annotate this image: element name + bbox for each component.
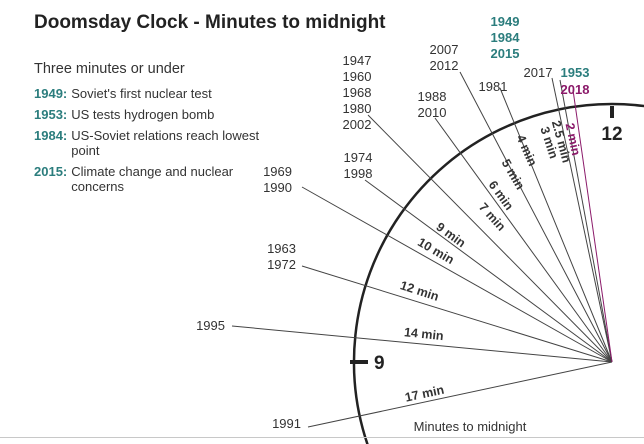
year-label: 1988 — [418, 89, 447, 104]
year-label: 2012 — [430, 58, 459, 73]
radial-line — [301, 265, 613, 363]
legend-year: 1949: — [34, 86, 68, 101]
year-label: 1963 — [267, 241, 296, 256]
year-label: 1947 — [343, 53, 372, 68]
legend-text: Climate change and nuclear concerns — [71, 164, 234, 194]
year-label: 1995 — [196, 318, 225, 333]
radial-line — [551, 77, 613, 363]
year-label: 1960 — [343, 69, 372, 84]
radial-line — [559, 79, 613, 363]
year-label: 2017 — [524, 65, 553, 80]
year-label: 1953 — [561, 65, 590, 80]
clock-label-12: 12 — [601, 124, 622, 145]
legend-year: 1953: — [34, 107, 68, 122]
radial-line — [459, 71, 613, 363]
year-label: 2007 — [430, 42, 459, 57]
year-label: 1968 — [343, 85, 372, 100]
radial-line — [572, 89, 613, 363]
year-label: 1972 — [267, 257, 296, 272]
year-label: 1980 — [343, 101, 372, 116]
minute-label: 14 min — [403, 325, 444, 343]
minute-label: 2 min — [563, 122, 583, 157]
radial-line — [434, 117, 613, 363]
axis-caption: Minutes to midnight — [414, 419, 527, 434]
legend-text: Soviet's first nuclear test — [71, 86, 212, 101]
year-label: 1974 — [344, 150, 373, 165]
radial-line — [231, 325, 613, 363]
radial-line — [367, 114, 613, 363]
bottom-divider — [0, 437, 644, 438]
year-label: 1949 — [491, 14, 520, 29]
clock-label-9: 9 — [374, 353, 385, 374]
clock-face-arc — [352, 102, 644, 444]
year-label: 1984 — [491, 30, 521, 45]
year-label: 1990 — [263, 180, 292, 195]
year-label: 1969 — [263, 164, 292, 179]
minute-label: 17 min — [404, 383, 446, 405]
legend-heading: Three minutes or under — [34, 61, 185, 77]
year-label: 2010 — [418, 105, 447, 120]
year-label: 2018 — [561, 82, 590, 97]
legend-item: 2015: Climate change and nuclear concern… — [34, 164, 269, 194]
legend-text: US tests hydrogen bomb — [71, 107, 215, 122]
legend: Three minutes or under 1949: Soviet's fi… — [34, 62, 269, 200]
year-label: 1991 — [272, 416, 301, 431]
radial-line — [364, 179, 613, 363]
legend-text: US-Soviet relations reach lowest point — [71, 128, 260, 158]
minute-label: 4 min — [514, 133, 540, 169]
minute-label: 12 min — [399, 278, 441, 304]
year-label: 1981 — [479, 79, 508, 94]
year-label: 2015 — [491, 46, 520, 61]
radial-line — [499, 87, 613, 363]
legend-item: 1984: US-Soviet relations reach lowest p… — [34, 128, 269, 158]
legend-item: 1953: US tests hydrogen bomb — [34, 107, 269, 122]
legend-year: 1984: — [34, 128, 68, 143]
chart-title: Doomsday Clock - Minutes to midnight — [34, 12, 386, 33]
legend-year: 2015: — [34, 164, 68, 179]
radial-line — [301, 186, 613, 363]
radial-line — [307, 361, 613, 428]
legend-item: 1949: Soviet's first nuclear test — [34, 86, 269, 101]
year-label: 2002 — [343, 117, 372, 132]
year-label: 1998 — [344, 166, 373, 181]
